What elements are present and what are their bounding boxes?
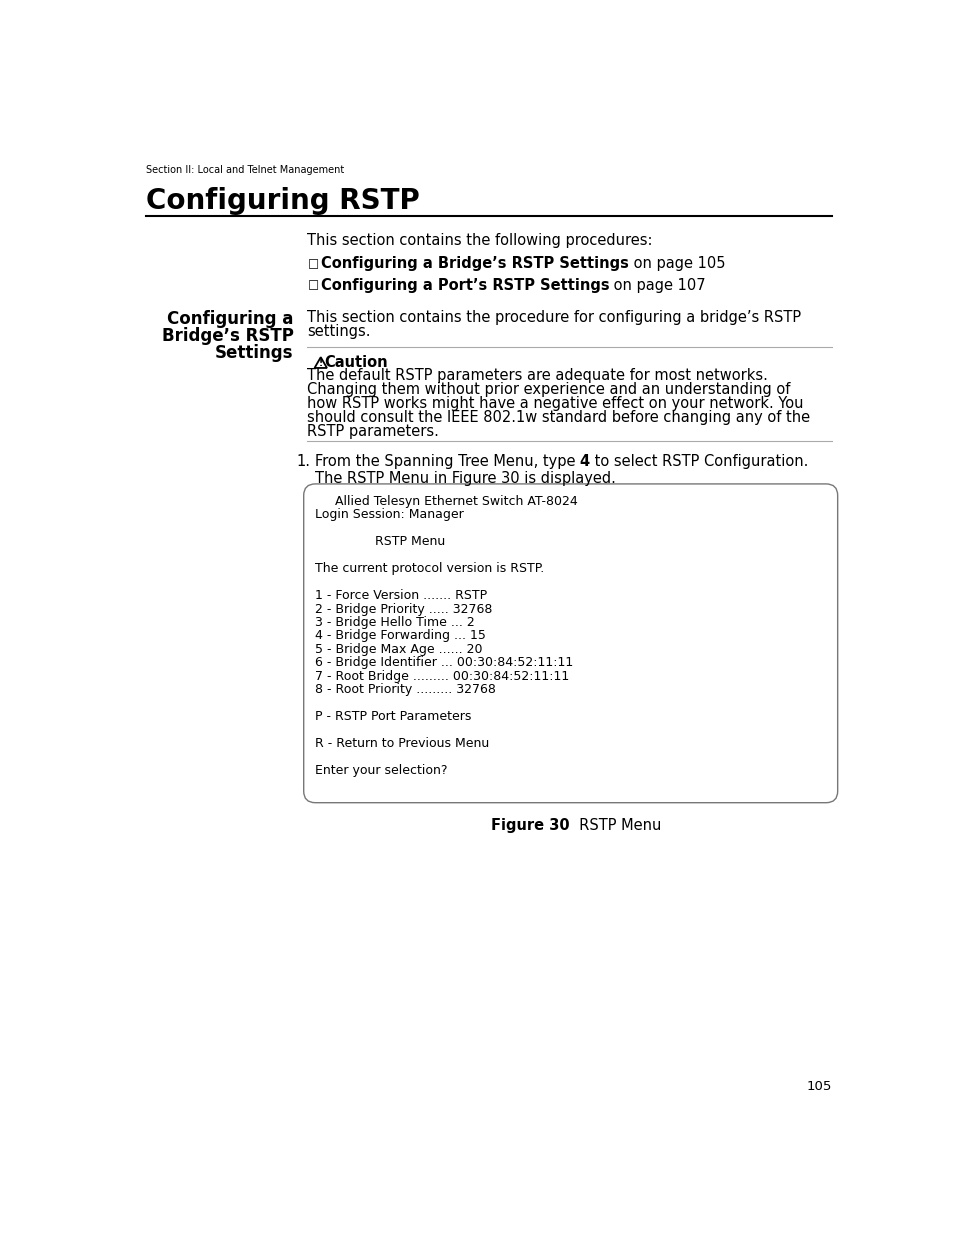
- FancyBboxPatch shape: [303, 484, 837, 803]
- Text: Configuring a Bridge’s RSTP Settings: Configuring a Bridge’s RSTP Settings: [320, 256, 628, 270]
- Text: 2 - Bridge Priority ..... 32768: 2 - Bridge Priority ..... 32768: [314, 603, 492, 615]
- Text: to select RSTP Configuration.: to select RSTP Configuration.: [589, 454, 807, 469]
- Text: Settings: Settings: [214, 343, 294, 362]
- Text: 1.: 1.: [295, 454, 310, 469]
- Text: P - RSTP Port Parameters: P - RSTP Port Parameters: [314, 710, 471, 724]
- Text: how RSTP works might have a negative effect on your network. You: how RSTP works might have a negative eff…: [307, 396, 802, 411]
- Text: R - Return to Previous Menu: R - Return to Previous Menu: [314, 737, 488, 750]
- Text: Section II: Local and Telnet Management: Section II: Local and Telnet Management: [146, 165, 344, 175]
- Text: on page 105: on page 105: [628, 256, 724, 270]
- Text: RSTP Menu: RSTP Menu: [569, 818, 660, 834]
- Text: This section contains the following procedures:: This section contains the following proc…: [307, 233, 652, 248]
- Text: 1 - Force Version ....... RSTP: 1 - Force Version ....... RSTP: [314, 589, 486, 601]
- Text: on page 107: on page 107: [609, 278, 705, 293]
- Text: settings.: settings.: [307, 324, 370, 338]
- Text: Changing them without prior experience and an understanding of: Changing them without prior experience a…: [307, 383, 789, 398]
- Text: The current protocol version is RSTP.: The current protocol version is RSTP.: [314, 562, 543, 576]
- Text: 5 - Bridge Max Age ...... 20: 5 - Bridge Max Age ...... 20: [314, 643, 481, 656]
- Text: 105: 105: [806, 1079, 831, 1093]
- Text: Allied Telesyn Ethernet Switch AT-8024: Allied Telesyn Ethernet Switch AT-8024: [314, 495, 577, 508]
- Text: The default RSTP parameters are adequate for most networks.: The default RSTP parameters are adequate…: [307, 368, 767, 383]
- Text: 4: 4: [579, 454, 589, 469]
- Text: Bridge’s RSTP: Bridge’s RSTP: [162, 327, 294, 345]
- Text: Configuring RSTP: Configuring RSTP: [146, 186, 419, 215]
- Text: Login Session: Manager: Login Session: Manager: [314, 508, 463, 521]
- Text: □: □: [308, 257, 319, 269]
- Text: Caution: Caution: [323, 354, 387, 369]
- Text: 8 - Root Priority ......... 32768: 8 - Root Priority ......... 32768: [314, 683, 495, 697]
- Text: The RSTP Menu in Figure 30 is displayed.: The RSTP Menu in Figure 30 is displayed.: [314, 471, 615, 485]
- Text: 4 - Bridge Forwarding ... 15: 4 - Bridge Forwarding ... 15: [314, 630, 485, 642]
- Text: should consult the IEEE 802.1w standard before changing any of the: should consult the IEEE 802.1w standard …: [307, 410, 809, 425]
- Text: □: □: [308, 278, 319, 291]
- Text: 6 - Bridge Identifier ... 00:30:84:52:11:11: 6 - Bridge Identifier ... 00:30:84:52:11…: [314, 656, 572, 669]
- Text: RSTP Menu: RSTP Menu: [314, 535, 444, 548]
- Text: 7 - Root Bridge ......... 00:30:84:52:11:11: 7 - Root Bridge ......... 00:30:84:52:11…: [314, 669, 568, 683]
- Text: 3 - Bridge Hello Time ... 2: 3 - Bridge Hello Time ... 2: [314, 616, 474, 629]
- Text: Figure 30: Figure 30: [491, 818, 569, 834]
- Text: This section contains the procedure for configuring a bridge’s RSTP: This section contains the procedure for …: [307, 310, 801, 325]
- Text: Configuring a Port’s RSTP Settings: Configuring a Port’s RSTP Settings: [320, 278, 609, 293]
- Text: !: !: [318, 358, 322, 368]
- Text: Enter your selection?: Enter your selection?: [314, 764, 447, 777]
- Text: RSTP parameters.: RSTP parameters.: [307, 424, 438, 438]
- Text: From the Spanning Tree Menu, type: From the Spanning Tree Menu, type: [314, 454, 579, 469]
- Text: Configuring a: Configuring a: [167, 310, 294, 329]
